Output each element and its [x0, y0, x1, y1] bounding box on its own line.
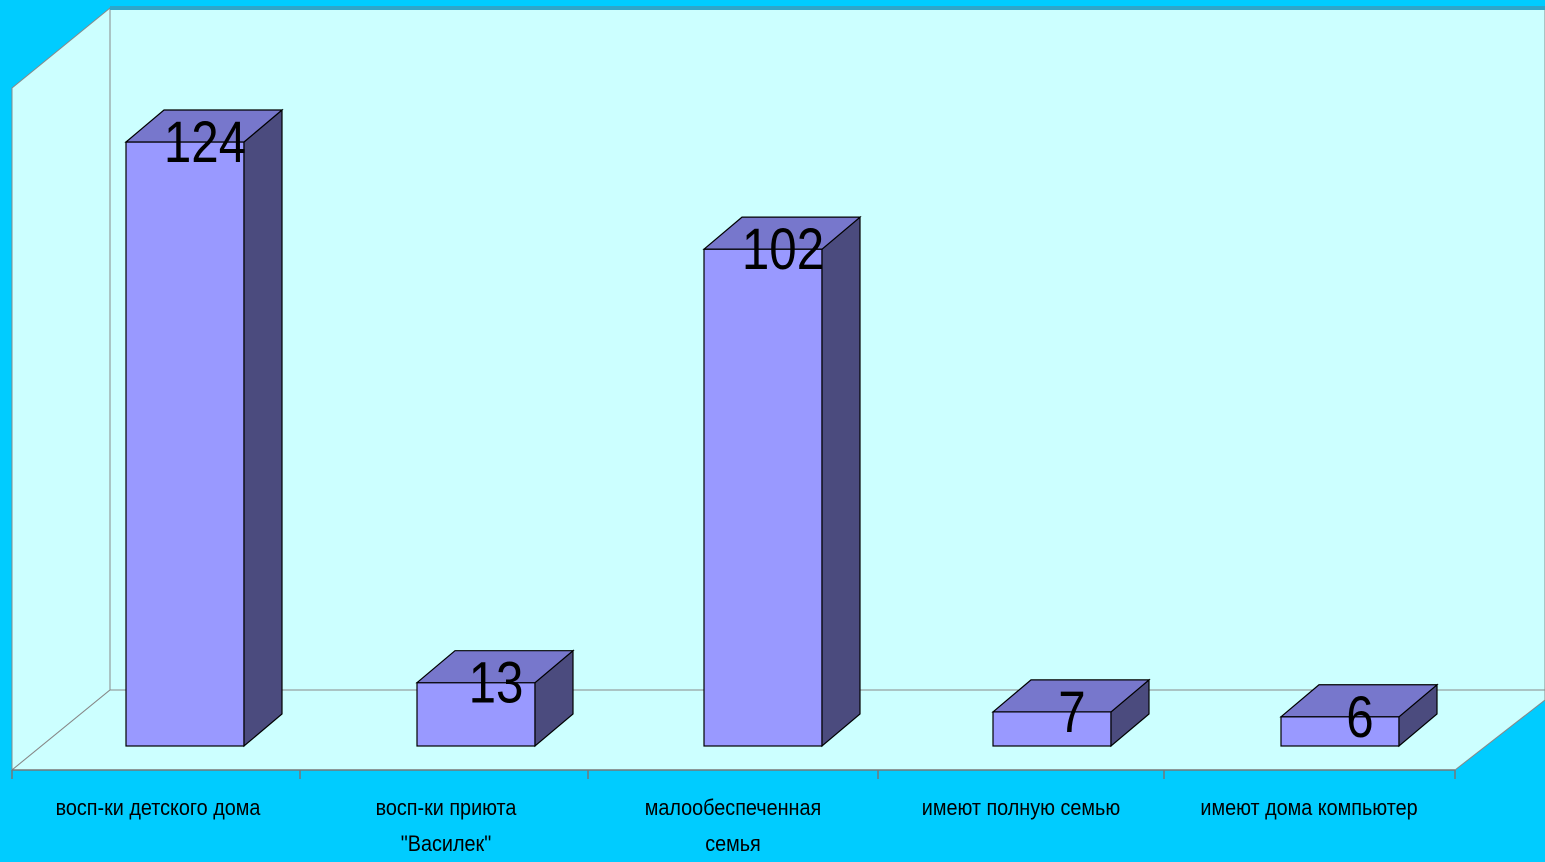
bars-layer: 124 13 102 7 6 — [124, 108, 1439, 750]
data-label-4: 6 — [1346, 685, 1373, 750]
bar-front-0 — [125, 141, 245, 747]
bar-4: 6 — [1279, 683, 1439, 750]
bar-top-2 — [702, 216, 862, 250]
bar-front-4 — [1280, 716, 1400, 747]
data-label-3: 7 — [1058, 680, 1085, 745]
bar-3: 7 — [991, 678, 1151, 748]
category-label-1: восп-ки приюта "Василек" — [375, 795, 517, 856]
bar-top-1 — [415, 650, 575, 684]
data-label-2: 102 — [742, 217, 824, 282]
bar-front-3 — [992, 711, 1112, 747]
bar-2: 102 — [702, 215, 862, 748]
category-label-0: восп-ки детского дома — [55, 795, 261, 820]
bar-side-2 — [821, 215, 861, 748]
data-label-0: 124 — [164, 110, 246, 175]
bar-top-0 — [124, 109, 284, 143]
bar-top-4 — [1279, 684, 1439, 718]
bar-top-3 — [991, 679, 1151, 713]
axis-ticks — [11, 769, 1456, 779]
bar-1: 13 — [415, 649, 575, 748]
data-label-1: 13 — [469, 651, 524, 716]
bar-0: 124 — [124, 108, 284, 748]
bar-side-0 — [243, 108, 283, 748]
bar-front-2 — [703, 248, 823, 747]
side-wall — [11, 6, 111, 772]
category-label-2: малообеспеченная семья — [644, 795, 822, 856]
category-label-3: имеют полную семью — [921, 795, 1121, 820]
category-label-4: имеют дома компьютер — [1200, 795, 1418, 820]
